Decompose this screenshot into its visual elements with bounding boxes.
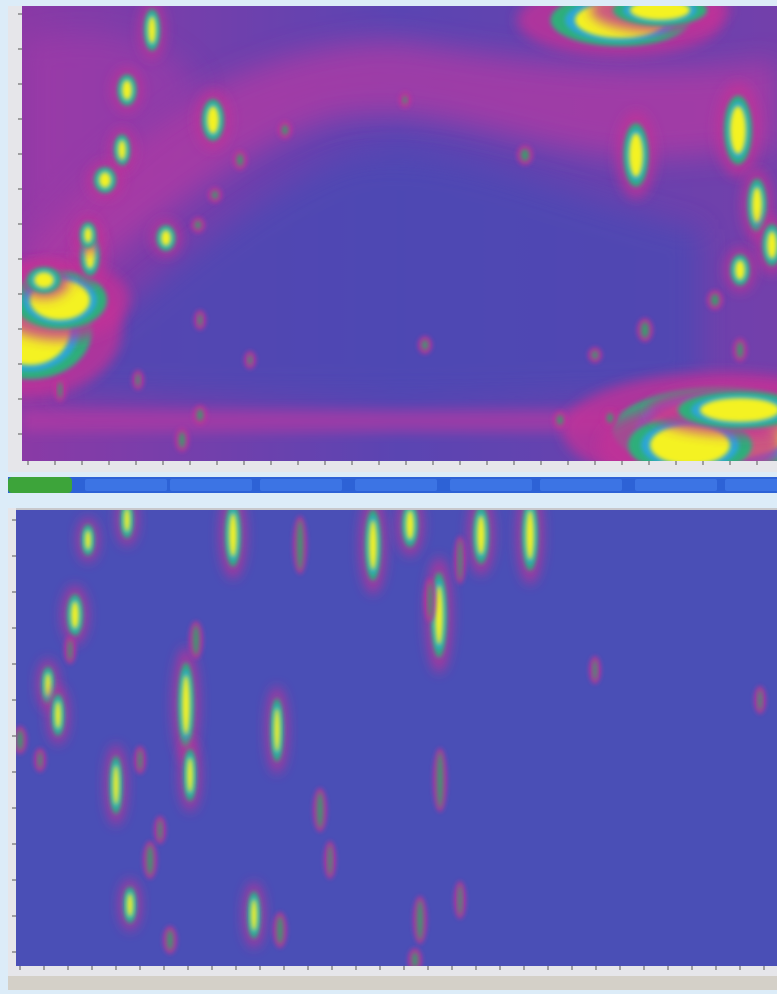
spot bbox=[437, 752, 443, 808]
spot bbox=[198, 314, 202, 326]
spot bbox=[237, 154, 243, 166]
spot bbox=[317, 792, 323, 828]
hot-spot bbox=[369, 520, 377, 570]
x-axis-strip bbox=[8, 966, 777, 976]
spot bbox=[136, 374, 140, 386]
hot-spot bbox=[767, 231, 777, 259]
y-axis-strip bbox=[8, 6, 22, 472]
top-heatmap bbox=[0, 0, 777, 488]
hot-spot bbox=[45, 673, 51, 697]
hot-spot bbox=[84, 227, 92, 243]
start-button[interactable] bbox=[8, 477, 72, 493]
taskbar-button[interactable] bbox=[260, 479, 342, 491]
spot bbox=[58, 382, 62, 398]
spot bbox=[758, 690, 762, 710]
spot bbox=[167, 930, 173, 950]
hot-spot bbox=[34, 272, 54, 288]
spot bbox=[297, 520, 303, 570]
hot-spot bbox=[122, 80, 132, 100]
hot-spot bbox=[274, 708, 280, 752]
y-axis-strip bbox=[8, 508, 16, 968]
hot-spot bbox=[477, 515, 485, 555]
hot-spot bbox=[99, 172, 111, 188]
hot-spot bbox=[55, 701, 61, 729]
spot bbox=[557, 415, 563, 425]
taskbar-button[interactable] bbox=[540, 479, 622, 491]
hot-spot bbox=[113, 765, 119, 805]
bottom-heatmap bbox=[13, 486, 777, 972]
hot-spot bbox=[735, 260, 745, 280]
spot bbox=[641, 322, 649, 338]
spot bbox=[607, 413, 613, 423]
spot bbox=[179, 432, 185, 448]
spot bbox=[428, 582, 432, 618]
hot-spot bbox=[207, 106, 219, 134]
spot bbox=[711, 294, 719, 306]
status-bar bbox=[8, 976, 777, 990]
taskbar-button[interactable] bbox=[355, 479, 437, 491]
taskbar-button[interactable] bbox=[170, 479, 252, 491]
hot-spot bbox=[161, 230, 171, 246]
spot bbox=[417, 900, 423, 940]
hot-spot bbox=[730, 106, 746, 154]
screenshot bbox=[0, 0, 777, 994]
spot bbox=[458, 540, 462, 580]
taskbar-button[interactable] bbox=[85, 479, 167, 491]
hot-spot bbox=[526, 510, 534, 560]
spot bbox=[593, 660, 597, 680]
hot-spot bbox=[124, 508, 130, 532]
spot bbox=[328, 845, 332, 875]
spot bbox=[147, 845, 153, 875]
spot bbox=[248, 355, 252, 365]
spot bbox=[68, 640, 72, 660]
spot bbox=[193, 625, 199, 655]
spot bbox=[197, 409, 203, 421]
spot bbox=[158, 820, 162, 840]
hot-spot bbox=[229, 513, 237, 557]
hot-spot bbox=[187, 757, 193, 793]
spot bbox=[17, 730, 23, 750]
spot bbox=[282, 125, 288, 135]
hot-spot bbox=[71, 601, 79, 629]
hot-spot bbox=[182, 675, 190, 735]
spot bbox=[138, 750, 142, 770]
hot-spot bbox=[85, 530, 91, 550]
hot-spot bbox=[435, 585, 443, 645]
hot-spot bbox=[406, 510, 414, 540]
spot bbox=[458, 885, 462, 915]
x-axis-strip bbox=[8, 461, 777, 472]
spot bbox=[38, 752, 42, 768]
spot bbox=[737, 342, 743, 358]
taskbar-button[interactable] bbox=[450, 479, 532, 491]
spot bbox=[422, 340, 428, 350]
spot bbox=[592, 351, 598, 359]
spot bbox=[403, 96, 407, 104]
taskbar-button[interactable] bbox=[725, 479, 777, 491]
spot bbox=[412, 952, 418, 968]
spot bbox=[212, 191, 218, 199]
hot-spot bbox=[148, 16, 156, 44]
hot-spot bbox=[752, 187, 762, 223]
hot-spot bbox=[700, 398, 777, 422]
hot-spot bbox=[118, 140, 126, 160]
hot-spot bbox=[251, 899, 257, 931]
spot bbox=[277, 916, 283, 944]
hot-spot bbox=[127, 893, 133, 917]
spot bbox=[195, 221, 201, 229]
hot-spot bbox=[629, 133, 643, 177]
spot bbox=[521, 149, 529, 161]
taskbar-button[interactable] bbox=[635, 479, 717, 491]
page: (() => { const svg = document.getElement… bbox=[0, 0, 777, 994]
